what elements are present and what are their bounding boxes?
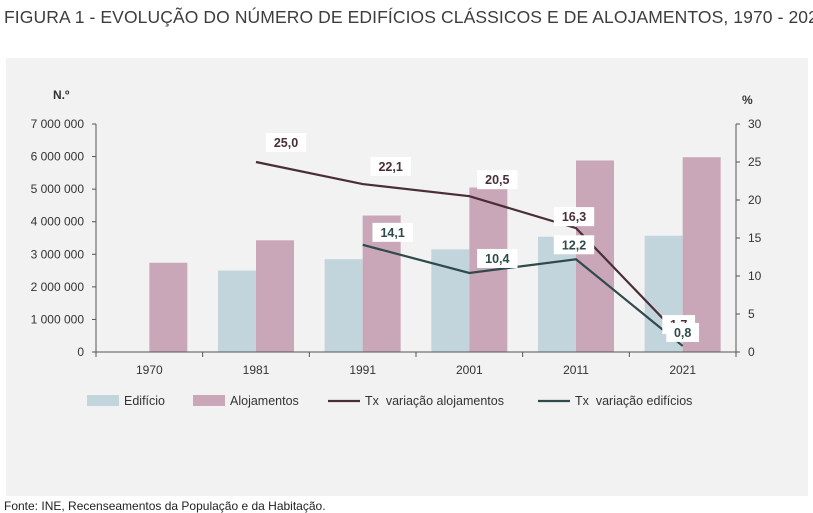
left-axis-tick-label: 2 000 000 [31, 280, 85, 294]
bar-edificio-2011 [538, 236, 576, 352]
chart: 0 1 000 000 2 000 000 3 000 000 4 000 000 5 0… [31, 88, 762, 408]
x-axis-tick-label: 2011 [563, 363, 589, 377]
legend-label-tx-alojamentos: Tx variação alojamentos [365, 394, 504, 408]
bar-edificio-1991 [324, 259, 363, 352]
right-axis-tick-label: 30 [748, 117, 762, 131]
label-tx-edificios-1991: 14,1 [380, 226, 404, 240]
x-axis-tick-label: 1991 [349, 363, 376, 377]
right-axis-tick-label: 0 [748, 345, 755, 359]
data-label-bg [477, 170, 518, 190]
bar-edificio-2001 [431, 249, 470, 352]
label-tx-edificios-2001: 10,4 [485, 252, 509, 266]
left-axis-tick-label: 0 [77, 345, 84, 359]
x-axis-tick-label: 2001 [456, 363, 483, 377]
right-axis-tick-label: 25 [748, 155, 762, 169]
chart-panel: 0 1 000 000 2 000 000 3 000 000 4 000 000 5 0… [6, 58, 808, 496]
left-axis-tick-label: 3 000 000 [31, 247, 85, 261]
left-axis-tick-label: 6 000 000 [31, 150, 85, 164]
source-note: Fonte: INE, Recenseamentos da População … [4, 499, 326, 513]
legend-swatch-edificio [87, 395, 119, 406]
data-label-bg [265, 133, 307, 152]
legend-swatch-alojamentos [193, 395, 225, 406]
left-axis-tick-label: 1 000 000 [31, 312, 85, 326]
left-axis-tick-label: 5 000 000 [31, 182, 85, 196]
right-axis-unit: % [742, 93, 753, 107]
x-axis-tick-label: 2021 [669, 363, 696, 377]
data-label-bg [553, 207, 595, 227]
data-label-bg [666, 322, 700, 342]
right-axis-tick-label: 20 [748, 193, 762, 207]
left-axis-unit: N.º [53, 88, 70, 102]
label-tx-alojamentos-2011: 16,3 [562, 210, 586, 224]
left-axis-tick-label: 4 000 000 [31, 215, 85, 229]
data-label-bg [372, 222, 413, 242]
left-axis-tick-label: 7 000 000 [31, 117, 85, 131]
label-tx-edificios-2021: 0,8 [674, 326, 691, 340]
right-axis-tick-label: 10 [748, 269, 762, 283]
data-label-bg [477, 248, 518, 268]
legend-label-alojamentos: Alojamentos [230, 394, 299, 408]
x-axis-tick-label: 1981 [243, 363, 270, 377]
line-tx-alojamentos [255, 160, 684, 340]
line-tx-edificios [362, 243, 684, 347]
bar-edificio-1981 [218, 270, 256, 352]
right-axis-tick-label: 15 [748, 231, 762, 245]
label-tx-edificios-2011: 12,2 [562, 238, 586, 252]
bar-alojamentos-2011 [576, 160, 614, 352]
legend-label-tx-edificios: Tx variação edifícios [575, 394, 692, 408]
data-label-bg [553, 235, 595, 255]
label-tx-alojamentos-2001: 20,5 [485, 173, 509, 187]
figure-title: FIGURA 1 - EVOLUÇÃO DO NÚMERO DE EDIFÍCI… [4, 7, 813, 27]
data-label-bg [370, 157, 411, 177]
x-axis-tick-label: 1970 [136, 363, 163, 377]
bar-alojamentos-1970 [149, 262, 188, 352]
label-tx-alojamentos-1991: 22,1 [378, 160, 402, 174]
label-tx-alojamentos-1981: 25,0 [274, 136, 298, 150]
bar-alojamentos-1981 [256, 240, 294, 352]
legend-label-edificio: Edifício [124, 394, 165, 408]
right-axis-tick-label: 5 [748, 307, 755, 321]
